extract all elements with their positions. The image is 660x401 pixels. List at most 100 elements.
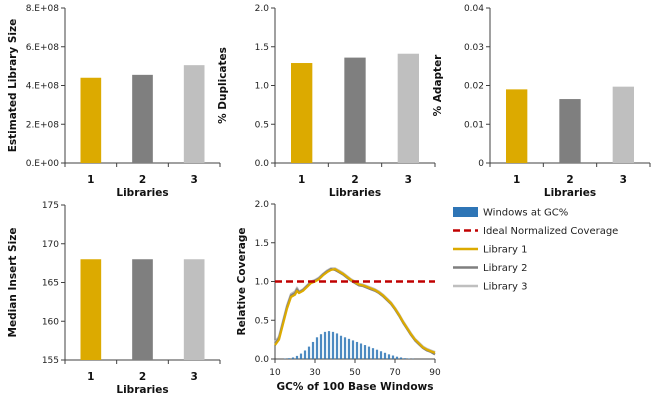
y-tick-label: 0	[478, 159, 484, 169]
y-tick-label: 8.E+08	[26, 4, 60, 14]
y-tick-label: 1.0	[255, 278, 270, 288]
chart-legend: Windows at GC% Ideal Normalized Coverage L…	[453, 207, 618, 293]
x-tick-label: 30	[309, 368, 321, 378]
gc-window-bar	[311, 341, 315, 359]
y-tick-label: 0.02	[464, 82, 484, 92]
bar-library-2	[132, 74, 153, 163]
gc-window-bar	[339, 335, 343, 359]
x-category-label: 2	[351, 174, 358, 186]
gc-window-bar	[307, 346, 311, 359]
chart-library-size: 0.E+00 2.E+08 4.E+08 6.E+08 8.E+08 Estimated …	[7, 4, 221, 199]
y-tick-label: 0.5	[255, 120, 269, 130]
x-axis-title: Libraries	[116, 384, 168, 396]
y-axis-title: Relative Coverage	[236, 228, 248, 336]
bar-library-3	[397, 53, 419, 163]
gc-window-bar	[371, 348, 375, 359]
gc-window-bar	[315, 337, 319, 359]
x-category-label: 1	[513, 174, 520, 186]
gc-window-bar	[303, 350, 307, 359]
bar-library-3	[183, 65, 205, 163]
bar-library-3	[183, 259, 205, 360]
y-tick-label: 1.5	[255, 239, 269, 249]
chart-adapter: 0 0.01 0.02 0.03 0.04 % Adapter 1 2 3 Libraries	[432, 4, 651, 199]
x-axis-title: Libraries	[544, 187, 596, 199]
x-category-label: 2	[139, 174, 146, 186]
gc-window-bar	[391, 355, 395, 359]
gc-window-bar	[319, 334, 323, 359]
x-tick-label: 90	[429, 368, 441, 378]
y-tick-label: 1.5	[255, 43, 269, 53]
y-tick-label: 0.01	[464, 120, 484, 130]
x-category-label: 3	[405, 174, 412, 186]
gc-window-bar	[327, 331, 331, 359]
y-axis-title: Median Insert Size	[7, 228, 19, 338]
gc-window-bar	[323, 331, 327, 359]
legend-label: Windows at GC%	[483, 208, 568, 219]
legend-label: Ideal Normalized Coverage	[483, 226, 618, 237]
y-tick-label: 1.0	[255, 82, 270, 92]
legend-label: Library 2	[483, 263, 528, 274]
gc-window-bar	[355, 341, 359, 359]
y-axis-title: % Duplicates	[217, 47, 229, 124]
chart-duplicates: 0.0 0.5 1.0 1.5 2.0 % Duplicates 1 2 3 Libraries	[217, 4, 436, 199]
y-tick-label: 0.5	[255, 316, 269, 326]
gc-window-bar	[335, 333, 339, 359]
bar-library-2	[559, 99, 581, 163]
gc-window-bar	[359, 343, 363, 359]
x-category-label: 1	[87, 371, 94, 383]
bar-library-3	[612, 86, 634, 163]
y-tick-label: 170	[42, 240, 59, 250]
y-tick-label: 0.03	[464, 43, 484, 53]
gc-window-bar	[331, 331, 335, 359]
y-tick-label: 2.0	[255, 200, 270, 210]
legend-label: Library 1	[483, 245, 528, 256]
x-axis-title: Libraries	[116, 187, 168, 199]
gc-window-bar	[395, 356, 399, 359]
gc-window-bar	[299, 353, 303, 359]
x-category-label: 3	[191, 371, 198, 383]
y-tick-label: 0.0	[255, 355, 270, 365]
gc-window-bar	[347, 338, 351, 359]
y-axis-title: % Adapter	[432, 54, 444, 117]
gc-window-bar	[295, 355, 299, 359]
legend-swatch-windows	[453, 207, 478, 217]
gc-window-bar	[351, 340, 355, 359]
bar-library-1	[291, 63, 313, 163]
y-tick-label: 0.04	[464, 4, 484, 14]
x-axis-title: GC% of 100 Base Windows	[277, 381, 434, 393]
y-tick-label: 2.E+08	[26, 120, 60, 130]
gc-window-bar	[387, 354, 391, 359]
y-tick-label: 155	[42, 356, 59, 366]
y-tick-label: 6.E+08	[26, 43, 60, 53]
y-tick-label: 4.E+08	[26, 82, 60, 92]
y-tick-label: 0.E+00	[26, 159, 60, 169]
y-axis-title: Estimated Library Size	[7, 19, 19, 153]
bar-library-2	[344, 57, 366, 163]
y-tick-label: 160	[42, 317, 59, 327]
gc-window-bar	[379, 351, 383, 359]
x-category-label: 3	[191, 174, 198, 186]
x-tick-label: 50	[349, 368, 361, 378]
chart-gc-coverage: 0.0 0.5 1.0 1.5 2.0 Relative Coverage 10 30 50 70…	[236, 200, 618, 393]
chart-insert-size: 155 160 165 170 175 Median Insert Size 1 2 3 Libr…	[7, 201, 221, 396]
x-tick-label: 10	[269, 368, 281, 378]
x-category-label: 3	[620, 174, 627, 186]
gc-window-bar	[363, 345, 367, 359]
bar-library-1	[80, 259, 102, 360]
x-category-label: 2	[139, 371, 146, 383]
gc-window-bar	[367, 346, 371, 359]
x-category-label: 1	[298, 174, 305, 186]
bar-library-1	[506, 89, 528, 163]
x-axis-title: Libraries	[329, 187, 381, 199]
gc-window-bar	[403, 358, 407, 359]
legend-label: Library 3	[483, 282, 528, 293]
bar-library-2	[132, 259, 153, 360]
x-tick-label: 70	[389, 368, 401, 378]
gc-window-bar	[343, 337, 347, 359]
gc-window-bar	[287, 358, 291, 359]
y-tick-label: 0.0	[255, 159, 270, 169]
x-category-label: 2	[566, 174, 573, 186]
x-category-label: 1	[87, 174, 94, 186]
gc-window-bar	[399, 357, 403, 359]
